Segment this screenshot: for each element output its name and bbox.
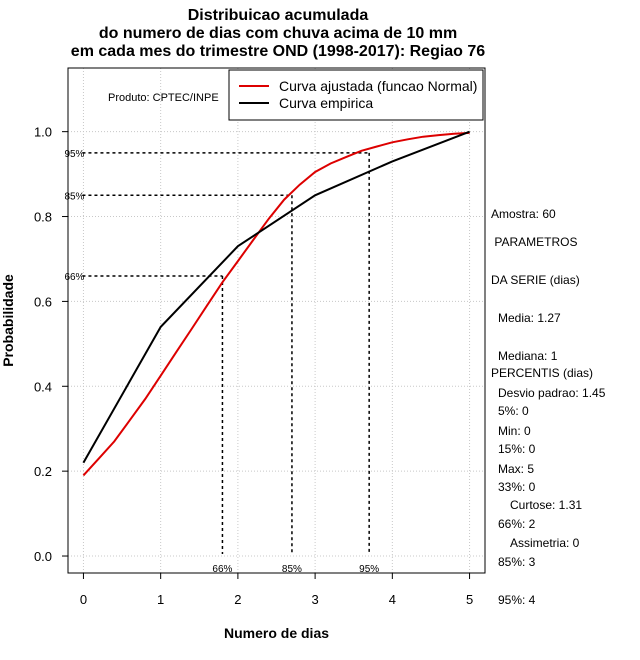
percentile-95: 95%: 4 — [498, 592, 536, 607]
x-tick-label: 4 — [389, 592, 396, 607]
stat-kurtosis: Curtose: 1.31 — [510, 498, 583, 513]
x-tick-label: 2 — [234, 592, 241, 607]
percentile-y-label: 95% — [64, 149, 84, 160]
x-tick-label: 0 — [80, 592, 87, 607]
percentile-66: 66%: 2 — [498, 517, 536, 532]
series-parameters: PARAMETROS DA SERIE (dias) Media: 1.27 M… — [491, 211, 605, 488]
percentile-5: 5%: 0 — [498, 403, 529, 418]
legend-box — [228, 69, 484, 121]
percentile-33: 33%: 0 — [498, 479, 536, 494]
percentile-x-label: 95% — [359, 564, 379, 575]
stat-median: Mediana: 1 — [498, 348, 558, 363]
y-tick-label: 0.4 — [34, 379, 52, 394]
stat-min: Min: 0 — [498, 424, 531, 439]
parameters-title: PARAMETROS — [491, 235, 578, 250]
chart-title-line: Distribuicao acumulada — [188, 7, 369, 24]
percentile-y-label: 85% — [64, 191, 84, 202]
empirical-curve — [82, 130, 470, 464]
parameters-subtitle: DA SERIE (dias) — [491, 272, 580, 287]
percentiles-panel: PERCENTIS (dias) 5%: 0 15%: 0 33%: 0 66%… — [491, 342, 593, 619]
fitted-normal-curve — [82, 131, 470, 477]
percentile-x-label: 66% — [212, 564, 232, 575]
y-tick-label: 0.0 — [34, 549, 52, 564]
percentile-x-label: 85% — [282, 564, 302, 575]
sample-size: Amostra: 60 — [491, 207, 556, 222]
percentile-y-label: 66% — [64, 272, 84, 283]
y-tick-label: 0.6 — [34, 294, 52, 309]
stat-mean: Media: 1.27 — [498, 310, 561, 325]
stat-max: Max: 5 — [498, 461, 535, 476]
legend-label: Curva empirica — [279, 95, 373, 111]
stat-stddev: Desvio padrao: 1.45 — [498, 386, 606, 401]
y-axis-label: Probabilidade — [0, 274, 16, 367]
chart-title-line: em cada mes do trimestre OND (1998-2017)… — [71, 43, 486, 60]
x-tick-label: 1 — [157, 592, 164, 607]
x-tick-label: 5 — [466, 592, 473, 607]
percentiles-title: PERCENTIS (dias) — [491, 366, 594, 381]
chart-title-line: do numero de dias com chuva acima de 10 … — [99, 25, 457, 42]
shape-stats: Curtose: 1.31 Assimetria: 0 — [510, 474, 582, 562]
x-axis-label: Numero de dias — [224, 625, 329, 641]
legend-label: Curva ajustada (funcao Normal) — [279, 78, 477, 94]
product-label: Produto: CPTEC/INPE — [108, 92, 219, 104]
percentile-85: 85%: 3 — [498, 555, 536, 570]
y-tick-label: 0.2 — [34, 464, 52, 479]
plot-frame — [67, 67, 486, 574]
stat-skewness: Assimetria: 0 — [510, 535, 580, 550]
y-tick-label: 1.0 — [34, 125, 52, 140]
percentile-15: 15%: 0 — [498, 441, 536, 456]
y-tick-label: 0.8 — [34, 210, 52, 225]
stats-panel: Amostra: 60 — [491, 183, 556, 233]
x-tick-label: 3 — [311, 592, 318, 607]
